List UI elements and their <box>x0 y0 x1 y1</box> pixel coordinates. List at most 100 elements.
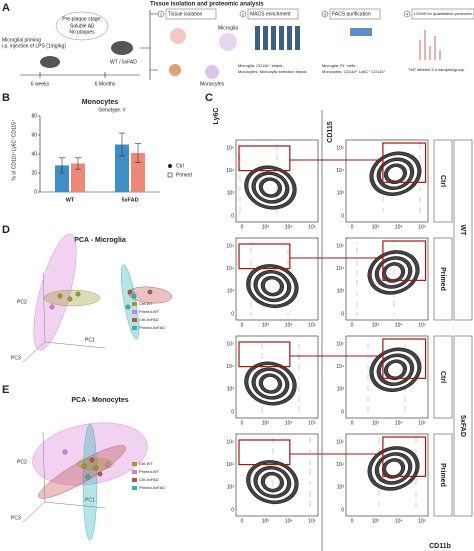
event <box>276 212 278 214</box>
event <box>382 210 384 212</box>
gate <box>382 142 427 183</box>
event <box>272 492 274 494</box>
event <box>309 493 311 495</box>
contour <box>387 166 404 182</box>
event <box>309 439 311 441</box>
row-label: Ctrl <box>439 371 446 383</box>
x-tick-label: 10³ <box>262 518 270 524</box>
x-tick-label: 10⁵ <box>308 224 316 230</box>
event <box>309 449 311 451</box>
error-bar <box>75 157 81 170</box>
y-tick-label: 0 <box>231 213 234 219</box>
event <box>309 503 311 505</box>
axis-label: PC3 <box>11 355 21 361</box>
y-tick-label: 10⁵ <box>336 439 344 445</box>
contour <box>262 376 279 391</box>
event <box>272 442 274 444</box>
legend-label: Ctrl-WT <box>139 461 153 466</box>
event <box>276 180 278 182</box>
label-box <box>453 335 473 517</box>
legend-label: Primed-WT <box>139 469 160 474</box>
event <box>272 504 274 506</box>
step-badge <box>157 10 165 18</box>
axis-label: PC3 <box>11 515 21 521</box>
event <box>378 448 380 450</box>
event <box>378 504 380 506</box>
event <box>276 188 278 190</box>
note: Microglia: CD11b⁺ beads <box>238 63 283 68</box>
row-label: Primed <box>439 463 446 487</box>
y-tick-label: 0 <box>341 213 344 219</box>
event <box>272 470 274 472</box>
event <box>261 387 263 389</box>
text: 6 Months <box>95 81 116 87</box>
event <box>250 248 252 250</box>
event <box>250 242 252 244</box>
event <box>261 411 263 413</box>
pca-point <box>97 471 103 477</box>
event <box>367 387 369 389</box>
event <box>382 188 384 190</box>
event <box>356 302 358 304</box>
event <box>261 367 263 369</box>
bubble <box>55 11 109 41</box>
event <box>298 406 300 408</box>
event <box>367 409 369 411</box>
event <box>415 439 417 441</box>
event <box>276 146 278 148</box>
step-label: FACS purification <box>332 11 371 17</box>
event <box>287 313 289 315</box>
event <box>276 186 278 188</box>
x-tick-label: 10³ <box>372 518 380 524</box>
pca-point <box>75 291 81 297</box>
event <box>250 272 252 274</box>
event <box>287 305 289 307</box>
event <box>287 259 289 261</box>
step-badge <box>321 10 329 18</box>
step-number: 4 <box>406 11 409 16</box>
event <box>356 242 358 244</box>
event <box>356 294 358 296</box>
axis-label: CD115 <box>327 121 334 143</box>
note: Monocytes: CD11b⁺ Ly6C⁺ CD115⁺ <box>322 69 386 74</box>
x-tick-label: 0 <box>241 224 244 230</box>
event <box>287 285 289 287</box>
y-tick-label: 10³ <box>227 387 235 393</box>
panel-label: C <box>205 92 213 104</box>
text: i.p. injection of LPS (1mg/kg) <box>2 43 66 49</box>
x-tick-label: 0 <box>241 322 244 328</box>
event <box>415 459 417 461</box>
y-tick-label: 0 <box>341 507 344 513</box>
event <box>378 492 380 494</box>
step-box <box>411 8 474 20</box>
event <box>378 480 380 482</box>
event <box>239 143 241 145</box>
y-tick-label: 10⁴ <box>336 168 344 174</box>
x-tick-label: 10⁵ <box>418 420 426 426</box>
x-tick-label: 10⁴ <box>395 518 403 524</box>
event <box>404 354 406 356</box>
event <box>287 251 289 253</box>
note: Microglia: PI⁻ cells <box>322 63 355 68</box>
event <box>356 274 358 276</box>
event <box>356 264 358 266</box>
event <box>239 175 241 177</box>
event <box>419 159 421 161</box>
pca-point <box>147 289 153 295</box>
event <box>309 501 311 503</box>
event <box>356 248 358 250</box>
note: TMT labeled 3-4 samples/group <box>408 67 465 72</box>
chart-title: Monocytes <box>82 99 119 106</box>
event <box>239 207 241 209</box>
y-tick-label: 10³ <box>227 485 235 491</box>
label-box <box>453 139 473 321</box>
event <box>298 358 300 360</box>
event <box>287 263 289 265</box>
event <box>309 451 311 453</box>
y-tick-label: 0 <box>34 189 37 195</box>
event <box>393 301 395 303</box>
step-number: 3 <box>324 11 327 16</box>
event <box>404 346 406 348</box>
event <box>309 491 311 493</box>
event <box>309 495 311 497</box>
